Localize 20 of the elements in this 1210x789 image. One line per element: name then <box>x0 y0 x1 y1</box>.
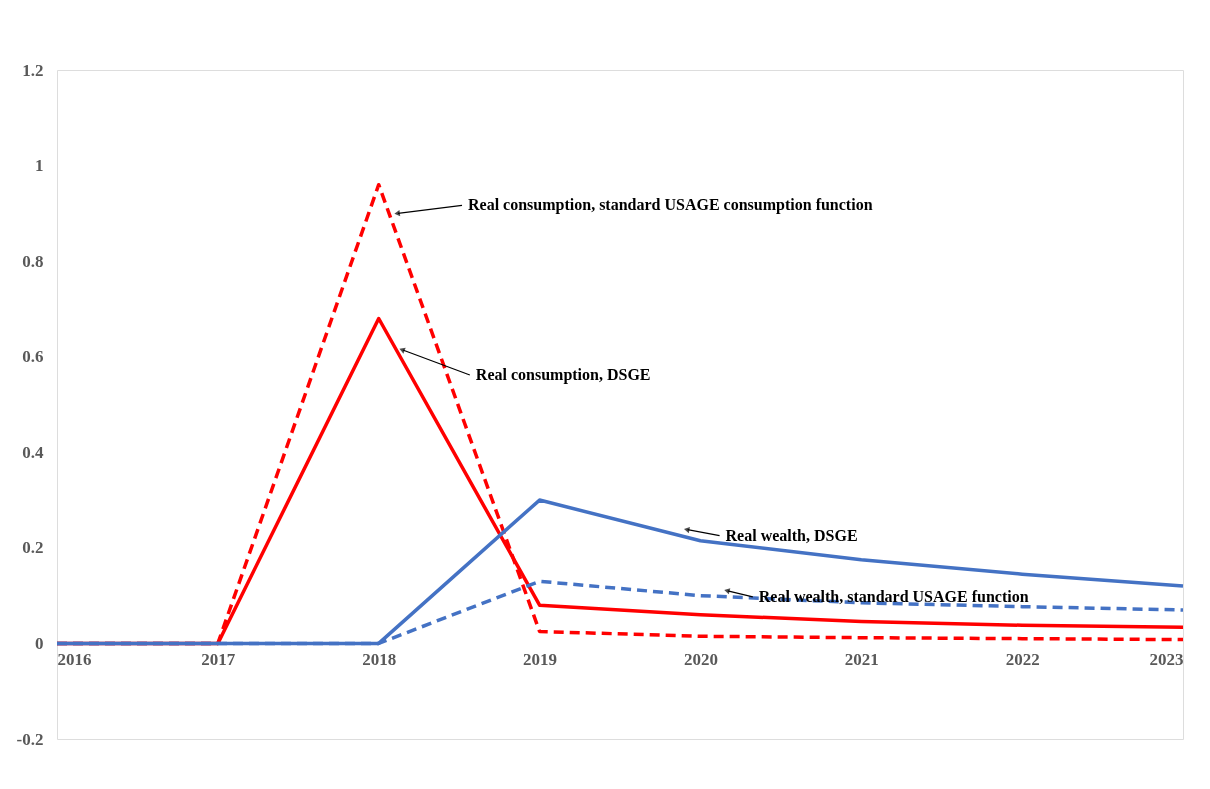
y-tick-label: 1 <box>35 156 44 176</box>
x-tick-label: 2020 <box>683 649 718 669</box>
x-tick-label: 2023 <box>1149 649 1184 669</box>
x-tick-label: 2022 <box>1005 649 1040 669</box>
y-tick-label: 0.4 <box>22 442 44 462</box>
annotation: Real wealth, standard USAGE function <box>758 587 1029 605</box>
annotation: Real wealth, DSGE <box>725 526 858 544</box>
x-tick-label: 2016 <box>57 649 92 669</box>
annotation: Real consumption, DSGE <box>475 366 651 385</box>
x-tick-label: 2021 <box>844 649 879 669</box>
y-tick-label: 0.8 <box>22 251 44 271</box>
y-tick-label: 1.2 <box>22 60 44 80</box>
x-tick-label: 2018 <box>362 649 397 669</box>
x-tick-label: 2019 <box>523 649 558 669</box>
x-tick-label: 2017 <box>201 649 236 669</box>
y-tick-label: 0.2 <box>22 538 44 558</box>
y-tick-label: -0.2 <box>16 729 44 749</box>
y-tick-label: 0.6 <box>22 347 44 367</box>
y-tick-label: 0 <box>35 633 44 653</box>
annotation: Real consumption, standard USAGE consumption function <box>468 196 873 215</box>
